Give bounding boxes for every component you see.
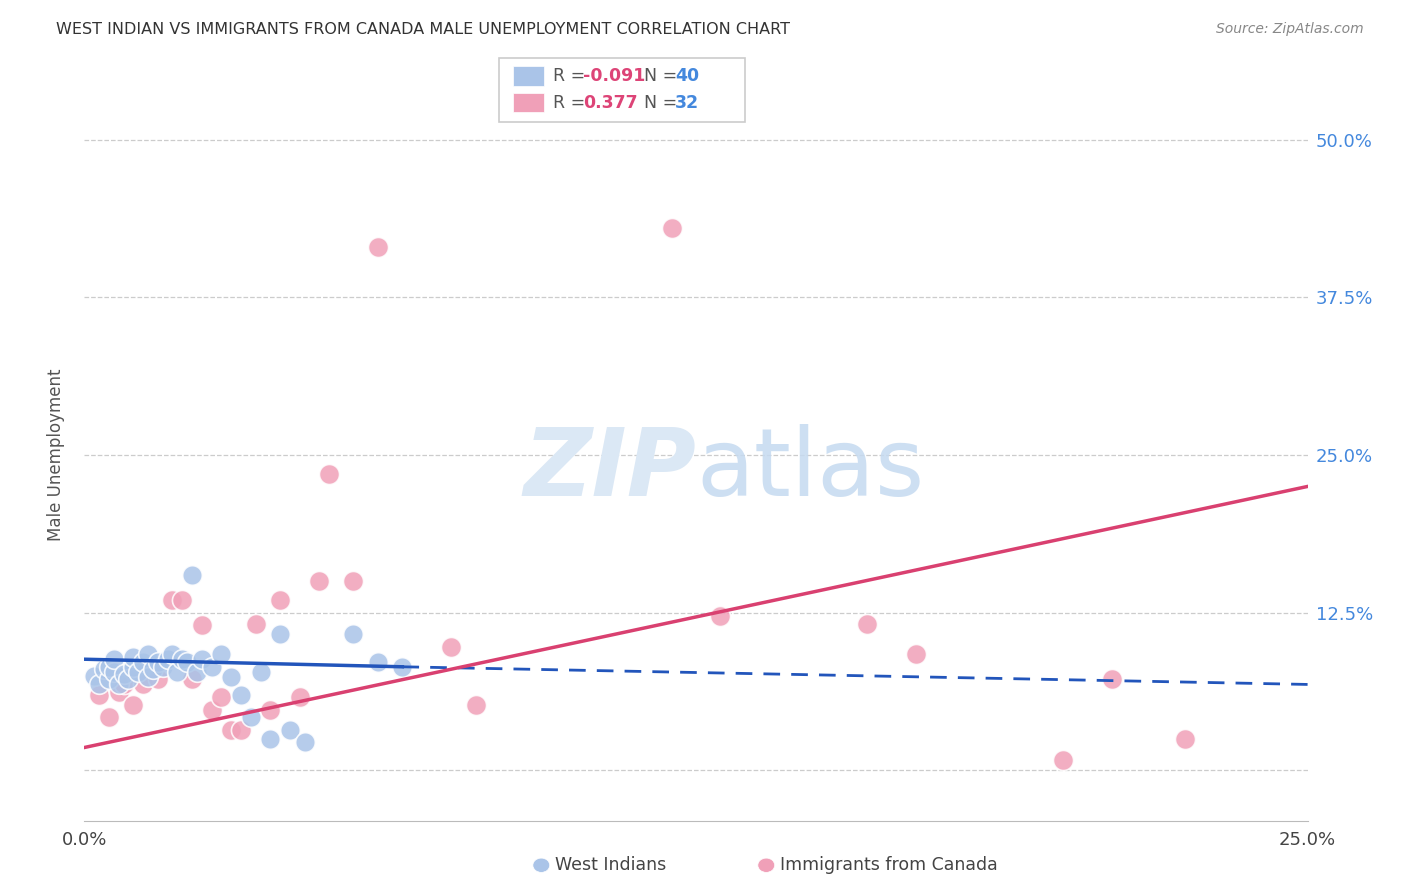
- Point: [112, 677, 135, 691]
- Point: [219, 723, 242, 737]
- Point: [142, 662, 165, 676]
- Point: [103, 652, 125, 666]
- Point: [1101, 673, 1123, 687]
- Point: [342, 574, 364, 588]
- Point: [661, 221, 683, 235]
- Text: R =: R =: [553, 67, 591, 85]
- Point: [127, 665, 149, 679]
- Point: [367, 240, 389, 254]
- Point: [269, 593, 291, 607]
- Text: Source: ZipAtlas.com: Source: ZipAtlas.com: [1216, 22, 1364, 37]
- Point: [172, 593, 194, 607]
- Point: [156, 652, 179, 666]
- Point: [181, 673, 204, 687]
- Text: ZIP: ZIP: [523, 424, 696, 516]
- Point: [83, 668, 105, 682]
- Text: WEST INDIAN VS IMMIGRANTS FROM CANADA MALE UNEMPLOYMENT CORRELATION CHART: WEST INDIAN VS IMMIGRANTS FROM CANADA MA…: [56, 22, 790, 37]
- Point: [191, 652, 214, 666]
- Text: N =: N =: [644, 67, 683, 85]
- Point: [162, 593, 184, 607]
- Point: [117, 673, 139, 687]
- Point: [209, 690, 232, 704]
- Point: [440, 640, 463, 654]
- Point: [229, 688, 252, 702]
- Point: [342, 627, 364, 641]
- Text: atlas: atlas: [696, 424, 924, 516]
- Point: [905, 647, 928, 661]
- Point: [107, 677, 129, 691]
- Point: [200, 660, 222, 674]
- Point: [856, 616, 879, 631]
- Point: [166, 665, 188, 679]
- Point: [103, 665, 125, 679]
- Point: [278, 723, 301, 737]
- Point: [191, 618, 214, 632]
- Point: [294, 735, 316, 749]
- Point: [318, 467, 340, 481]
- Point: [132, 655, 155, 669]
- Y-axis label: Male Unemployment: Male Unemployment: [46, 368, 65, 541]
- Point: [1052, 753, 1074, 767]
- Text: West Indians: West Indians: [555, 856, 666, 874]
- Point: [122, 698, 145, 712]
- Point: [132, 677, 155, 691]
- Point: [87, 677, 110, 691]
- Point: [186, 665, 208, 679]
- Point: [136, 670, 159, 684]
- Point: [709, 609, 731, 624]
- Text: R =: R =: [553, 94, 591, 112]
- Point: [249, 665, 271, 679]
- Point: [1174, 731, 1197, 746]
- Point: [87, 688, 110, 702]
- Point: [200, 703, 222, 717]
- Point: [367, 655, 389, 669]
- Point: [391, 660, 413, 674]
- Point: [136, 647, 159, 661]
- Point: [152, 660, 174, 674]
- Text: Immigrants from Canada: Immigrants from Canada: [780, 856, 998, 874]
- Point: [112, 667, 135, 681]
- Point: [239, 710, 262, 724]
- Point: [93, 662, 115, 676]
- Point: [122, 649, 145, 664]
- Point: [269, 627, 291, 641]
- Point: [97, 660, 120, 674]
- Point: [122, 660, 145, 674]
- Point: [288, 690, 311, 704]
- Point: [219, 670, 242, 684]
- Point: [176, 655, 198, 669]
- Point: [259, 731, 281, 746]
- Point: [209, 647, 232, 661]
- Text: N =: N =: [644, 94, 683, 112]
- Point: [146, 673, 169, 687]
- Point: [308, 574, 330, 588]
- Text: 0.0%: 0.0%: [62, 830, 107, 848]
- Point: [107, 685, 129, 699]
- Point: [245, 616, 267, 631]
- Point: [97, 673, 120, 687]
- Point: [97, 710, 120, 724]
- Text: 32: 32: [675, 94, 699, 112]
- Text: 40: 40: [675, 67, 699, 85]
- Point: [229, 723, 252, 737]
- Point: [181, 567, 204, 582]
- Point: [162, 647, 184, 661]
- Point: [259, 703, 281, 717]
- Point: [172, 652, 194, 666]
- Point: [146, 655, 169, 669]
- Text: -0.091: -0.091: [583, 67, 645, 85]
- Text: 25.0%: 25.0%: [1279, 830, 1336, 848]
- Point: [464, 698, 486, 712]
- Text: 0.377: 0.377: [583, 94, 638, 112]
